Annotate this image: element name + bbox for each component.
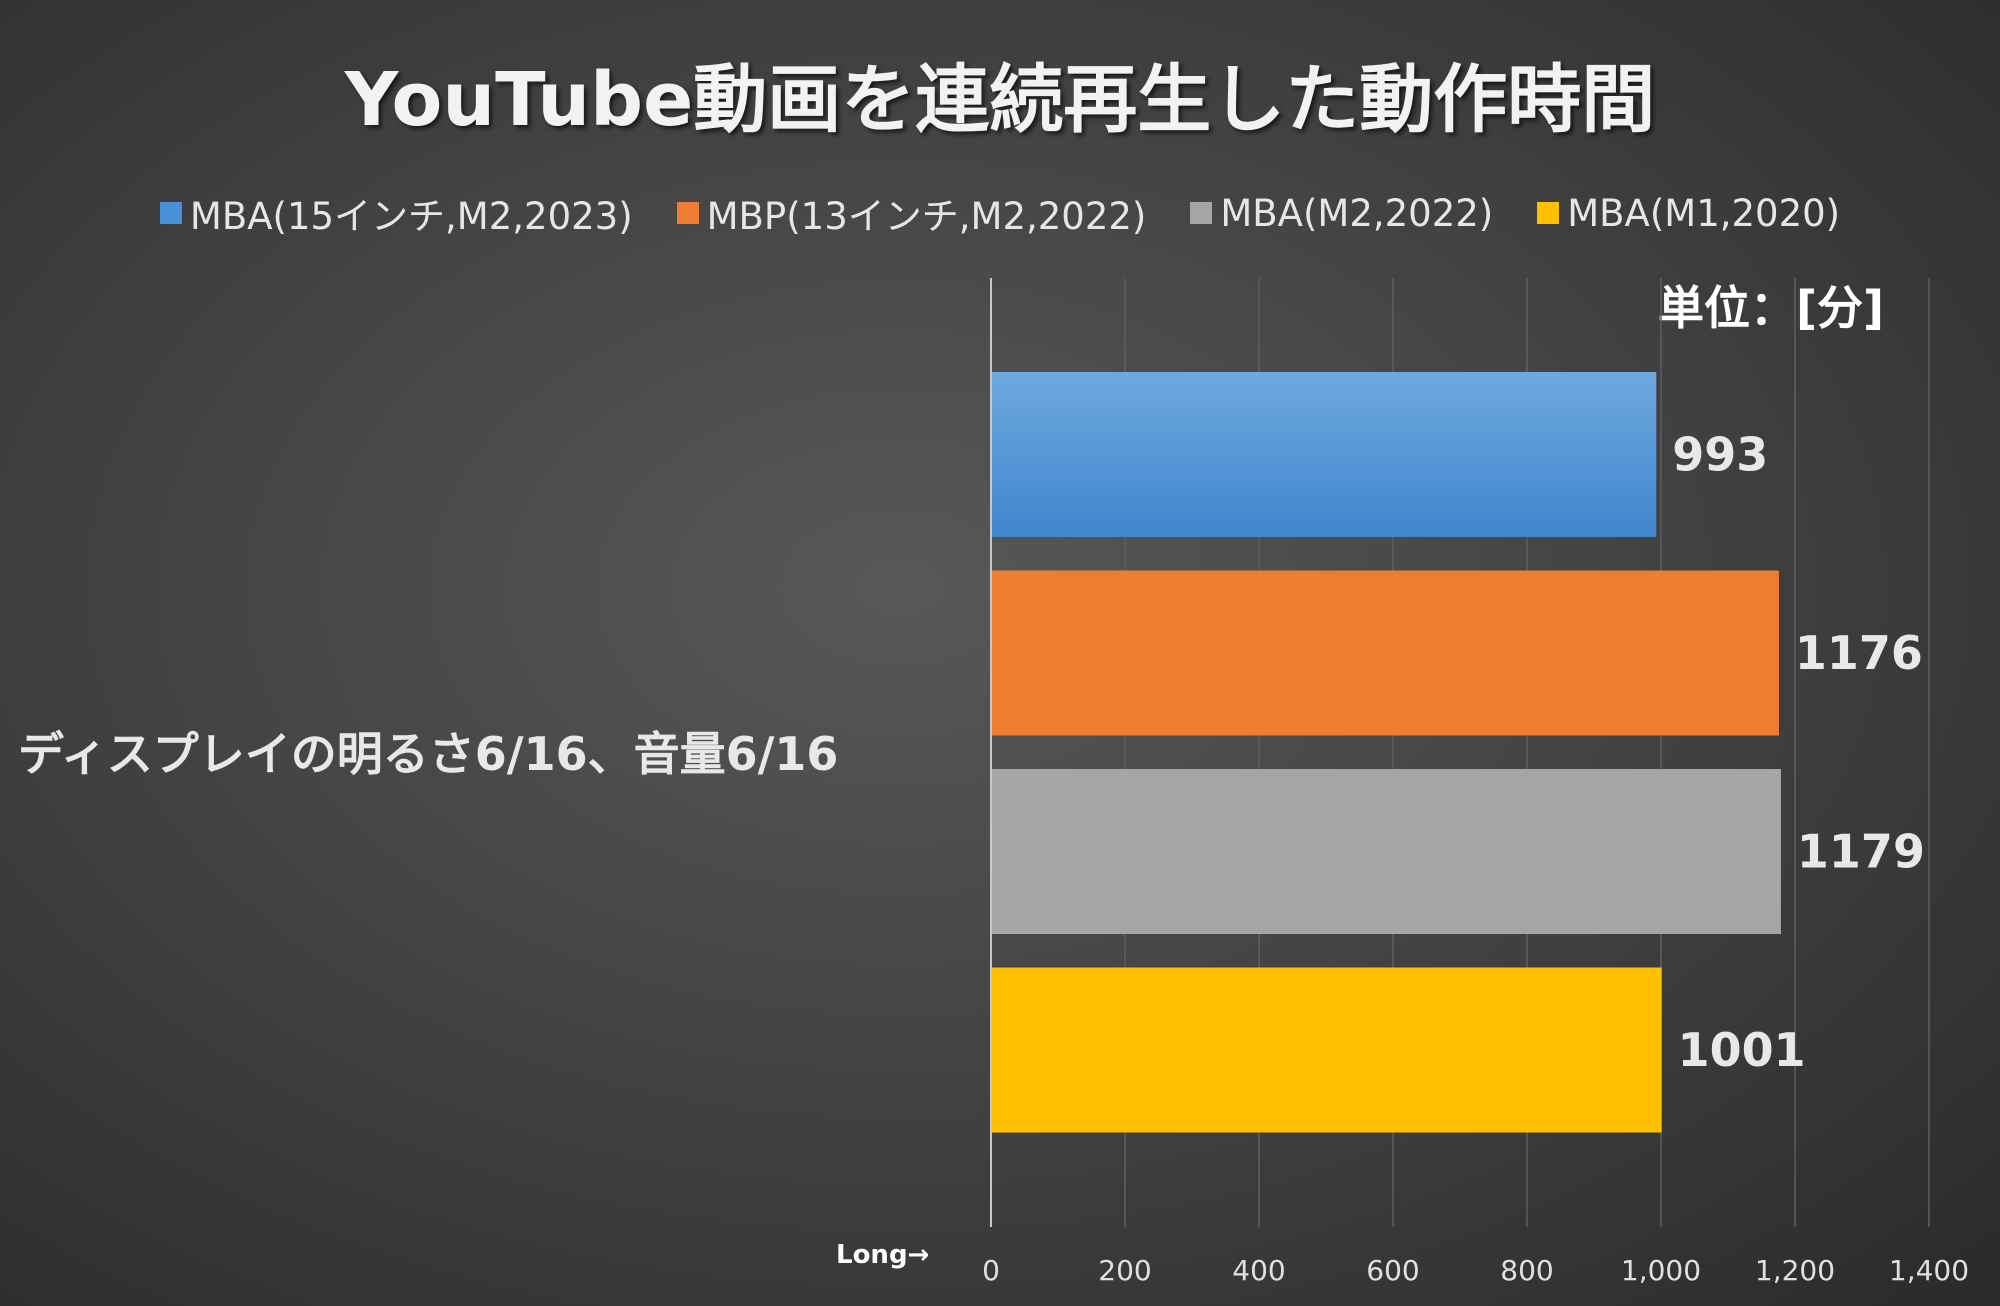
legend-item: MBA(M1,2020) <box>1537 186 1840 240</box>
x-tick-label: 400 <box>1232 1254 1285 1287</box>
legend-label: MBA(15インチ,M2,2023) <box>189 195 633 238</box>
bar <box>991 967 1662 1133</box>
legend: MBA(15インチ,M2,2023) MBP(13インチ,M2,2022) MBA(… <box>0 186 2000 240</box>
x-tick-label: 0 <box>982 1254 1000 1287</box>
x-tick-label: 600 <box>1366 1254 1419 1287</box>
legend-item: MBA(15インチ,M2,2023) <box>159 186 633 240</box>
x-tick-label: 1,400 <box>1889 1254 1969 1287</box>
legend-swatch <box>676 202 699 224</box>
data-label: 1176 <box>1795 626 1923 680</box>
legend-label: MBP(13インチ,M2,2022) <box>706 195 1147 238</box>
data-label: 1179 <box>1797 825 1925 879</box>
category-label: ディスプレイの明るさ6/16、音量6/16 <box>18 727 839 781</box>
legend-swatch <box>1537 202 1560 224</box>
legend-item: MBA(M2,2022) <box>1190 186 1493 240</box>
unit-label: 単位：[分] <box>1658 281 1885 335</box>
bar <box>991 372 1657 537</box>
x-tick-label: 1,000 <box>1621 1254 1701 1287</box>
legend-item: MBP(13インチ,M2,2022) <box>676 186 1147 240</box>
axis-note: Long→ <box>836 1240 930 1270</box>
legend-label: MBA(M1,2020) <box>1567 191 1841 235</box>
legend-swatch <box>159 202 182 224</box>
x-tick-label: 200 <box>1098 1254 1151 1287</box>
legend-swatch <box>1190 202 1213 224</box>
chart-title: YouTube動画を連続再生した動作時間 <box>344 57 1656 143</box>
data-label: 1001 <box>1678 1023 1806 1077</box>
bar <box>991 769 1781 934</box>
bar <box>991 570 1779 736</box>
x-tick-label: 800 <box>1500 1254 1553 1287</box>
data-label: 993 <box>1672 428 1768 482</box>
legend-label: MBA(M2,2022) <box>1220 191 1494 235</box>
x-tick-label: 1,200 <box>1755 1254 1835 1287</box>
